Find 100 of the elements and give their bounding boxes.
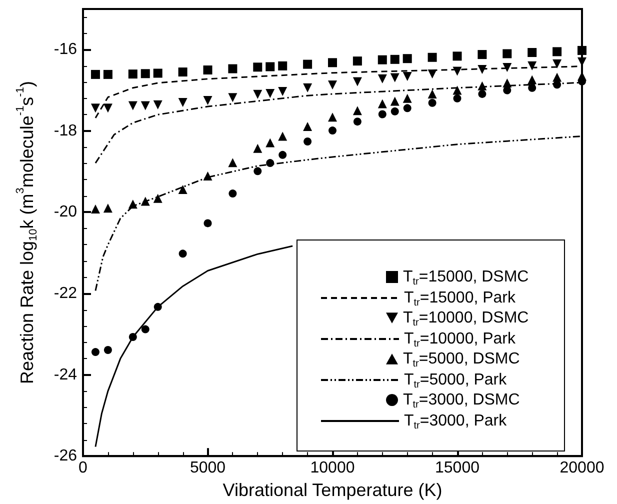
point: [328, 126, 336, 135]
point: [228, 64, 238, 74]
point: [353, 118, 362, 126]
point: [390, 54, 400, 64]
point: [478, 81, 487, 90]
point: [352, 106, 362, 116]
point: [390, 96, 400, 106]
point: [452, 52, 462, 61]
point: [203, 65, 212, 74]
point: [90, 104, 100, 113]
point: [553, 80, 562, 89]
point: [228, 93, 238, 102]
point: [228, 190, 237, 198]
point: [502, 63, 512, 72]
point: [153, 100, 162, 110]
point: [128, 70, 138, 79]
y-tick-label: -26: [54, 448, 78, 465]
point: [352, 77, 362, 86]
x-axis-title: Vibrational Temperature (K): [222, 480, 442, 500]
point: [103, 204, 112, 213]
point: [428, 70, 437, 79]
point: [304, 138, 312, 146]
point: [428, 52, 437, 62]
point: [128, 333, 137, 342]
point: [453, 94, 462, 102]
y-tick-label: -18: [54, 122, 78, 140]
point: [478, 50, 487, 60]
y-tick-label: -24: [54, 366, 78, 384]
point: [103, 70, 112, 79]
x-tick-label: 5000: [190, 460, 226, 477]
point: [178, 250, 187, 258]
point: [328, 112, 337, 122]
point: [403, 104, 412, 112]
x-tick-label: 15000: [435, 460, 480, 477]
point: [178, 98, 188, 107]
point: [528, 48, 537, 57]
point: [91, 348, 100, 356]
point: [140, 196, 150, 206]
point: [478, 65, 487, 74]
point: [528, 75, 537, 84]
point: [528, 61, 537, 70]
point: [178, 184, 188, 194]
line-series: [94, 245, 294, 448]
point: [103, 104, 112, 113]
point: [153, 194, 162, 203]
text: Reaction Rate log10k (m3molecule-1s-1): [14, 81, 40, 384]
point: [266, 138, 275, 148]
point: [303, 60, 312, 69]
point: [452, 66, 462, 76]
point: [153, 68, 162, 78]
point: [104, 346, 112, 354]
point: [552, 47, 562, 56]
point: [578, 46, 586, 55]
point: [278, 150, 287, 159]
x-tick-label: 10000: [310, 460, 355, 477]
point: [502, 49, 512, 58]
point: [402, 72, 412, 81]
point: [203, 172, 212, 181]
point: [278, 87, 288, 96]
point: [390, 107, 399, 116]
x-tick-label: 20000: [560, 460, 604, 477]
point: [352, 56, 362, 66]
point: [254, 167, 262, 176]
point: [128, 200, 138, 209]
point: [266, 159, 274, 168]
point: [428, 89, 437, 98]
point: [266, 62, 275, 72]
point: [378, 110, 386, 118]
point: [140, 69, 150, 78]
point: [402, 94, 412, 103]
point: [278, 132, 288, 141]
point: [90, 204, 100, 214]
point: [303, 122, 312, 131]
point: [203, 96, 212, 105]
point: [266, 89, 275, 98]
point: [390, 73, 400, 82]
point: [552, 59, 562, 68]
point: [204, 219, 212, 228]
point: [452, 86, 462, 95]
point: [528, 84, 536, 92]
point: [278, 61, 288, 70]
point: [90, 70, 100, 79]
y-tick-label: -22: [54, 285, 78, 302]
x-tick-label: 0: [78, 460, 88, 477]
point: [378, 74, 387, 84]
point: [141, 325, 150, 334]
point: [328, 80, 337, 90]
point: [428, 98, 436, 107]
point: [253, 144, 262, 153]
point: [228, 158, 238, 168]
point: [378, 55, 387, 64]
point: [402, 54, 412, 64]
point: [478, 90, 486, 98]
point: [128, 101, 138, 110]
point: [178, 68, 188, 76]
point: [328, 58, 337, 68]
point: [253, 90, 262, 99]
point: [154, 302, 162, 311]
y-tick-label: -20: [54, 204, 78, 221]
point: [140, 101, 150, 110]
